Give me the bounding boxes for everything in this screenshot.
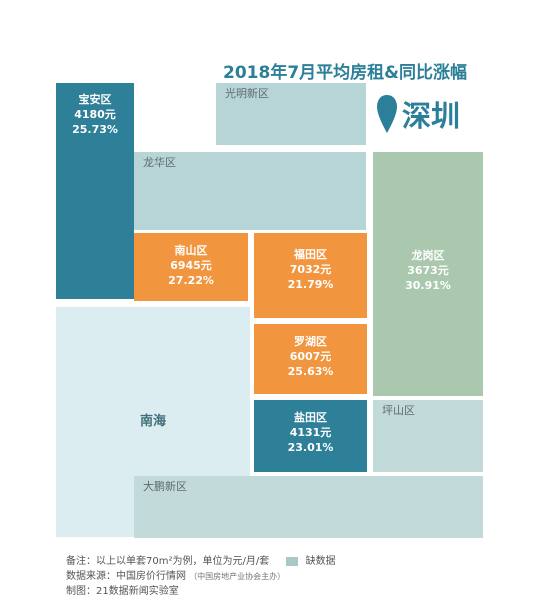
district-growth: 25.73% [72,123,118,136]
city-label: 深圳 [376,92,460,136]
district-growth: 21.79% [287,278,334,291]
district-name: 南海 [139,414,166,429]
city-name: 深圳 [402,99,461,133]
chart-title: 2018年7月平均房租&同比涨幅 [223,63,467,83]
district-2: 龙华区 [134,152,366,230]
district-10: 大鹏新区 [134,476,483,538]
legend: 备注：以上以单套70m²为例，单位为元/月/套 缺数据 数据来源：中国房价行情网… [66,554,336,599]
district-6: 罗湖区 6007元 25.63% [254,324,367,394]
district-name: 大鹏新区 [143,480,187,493]
legend-source-note: （中国房地产业协会主办） [189,572,286,581]
district-3: 南山区 6945元 27.22% [134,233,248,301]
district-rent: 4131元 [289,426,332,439]
district-5: 龙岗区 3673元 30.91% [373,152,483,396]
legend-missing-label: 缺数据 [305,556,336,567]
legend-note: 备注：以上以单套70m²为例，单位为元/月/套 [66,556,270,567]
district-growth: 23.01% [287,441,334,454]
district-name: 南山区 [174,244,208,257]
district-4: 福田区 7032元 21.79% [254,233,367,318]
district-9: 坪山区 [373,400,483,472]
district-name: 盐田区 [294,411,327,424]
district-rent: 6007元 [289,350,332,363]
district-1: 光明新区 [216,83,366,145]
district-name: 龙华区 [143,156,176,169]
district-name: 坪山区 [382,404,415,417]
district-rent: 4180元 [74,108,116,121]
district-growth: 25.63% [287,365,334,378]
district-rent: 6945元 [170,259,212,272]
district-name: 罗湖区 [294,335,327,348]
location-pin-icon [377,95,397,133]
district-name: 龙岗区 [411,249,445,262]
legend-source: 数据来源：中国房价行情网 [66,571,186,582]
district-8: 盐田区 4131元 23.01% [254,400,367,472]
district-rent: 7032元 [289,263,332,276]
district-growth: 27.22% [168,274,214,287]
district-0: 宝安区 4180元 25.73% [56,83,134,299]
district-name: 宝安区 [78,93,112,106]
district-name: 福田区 [294,248,327,261]
district-growth: 30.91% [405,279,451,292]
legend-maker: 制图：21数据新闻实验室 [66,586,179,597]
district-rent: 3673元 [407,264,449,277]
missing-data-swatch [286,556,299,566]
district-name: 光明新区 [225,87,269,100]
